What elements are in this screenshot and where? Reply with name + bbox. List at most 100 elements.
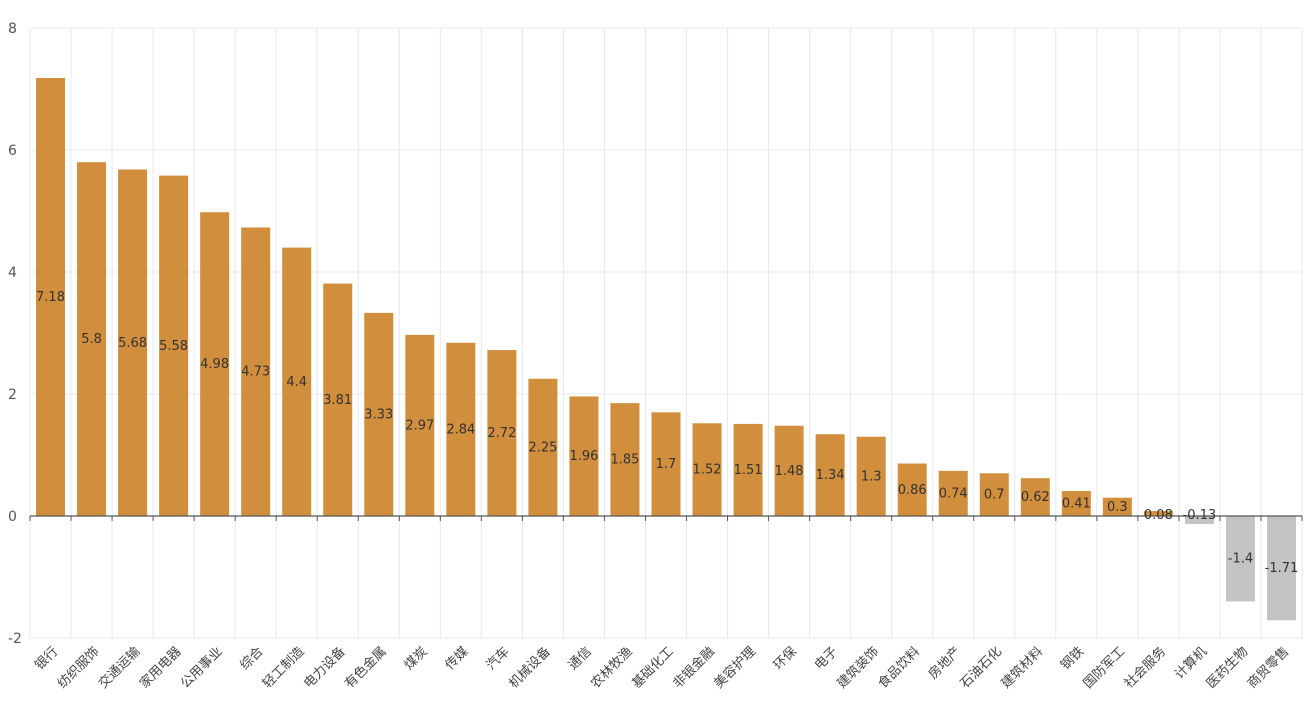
data-label: 0.7 [984,488,1005,503]
bar [856,436,886,516]
bar [36,78,66,517]
x-tick-label: 基础化工 [629,644,676,691]
data-label: 4.4 [286,375,307,390]
x-tick-label: 非银金融 [670,644,718,692]
data-label: 5.68 [118,336,147,351]
x-tick-label: 社会服务 [1121,644,1169,692]
data-label: 1.52 [693,463,722,478]
data-label: 1.48 [775,464,804,479]
x-tick-label: 通信 [566,644,595,673]
x-tick-label: 公用事业 [178,644,225,691]
data-label: 4.73 [241,365,270,380]
bar [528,378,558,516]
x-tick-label: 电子 [812,644,841,673]
bar [979,473,1009,516]
data-label: 1.85 [610,453,639,468]
y-tick-label: 8 [8,21,17,37]
x-tick-label: 商贸零售 [1244,644,1292,692]
bar [897,463,927,516]
data-label: 1.51 [734,463,763,478]
bar [938,470,968,516]
y-tick-label: 0 [8,509,17,525]
bar [610,403,640,516]
bar [1184,516,1214,524]
bar [815,434,845,516]
data-label: -0.13 [1183,508,1217,523]
bar [241,227,271,516]
bar [733,423,763,516]
x-tick-label: 有色金属 [342,644,390,692]
x-tick-label: 房地产 [925,644,964,683]
grid-layer [29,27,1303,639]
y-tick-label: 4 [8,265,17,281]
data-label: 4.98 [200,357,229,372]
data-label: -1.71 [1265,561,1299,576]
x-tick-label: 钢铁 [1058,644,1087,673]
data-label: 3.81 [323,393,352,408]
data-label: 3.33 [364,407,393,422]
data-label: 5.8 [81,332,102,347]
x-tick-label: 综合 [238,644,267,673]
y-tick-label: 6 [8,143,17,159]
bar [282,247,312,516]
data-label: 0.41 [1062,496,1091,511]
data-label: 2.84 [446,422,475,437]
x-tick-label: 农林牧渔 [588,644,635,691]
bar [364,312,394,516]
x-tick-label: 建筑装饰 [834,644,882,692]
bar [774,425,804,516]
x-tick-label: 石油石化 [958,644,1005,691]
data-label: 0.3 [1107,500,1128,515]
y-tick-label: -2 [8,631,22,647]
y-tick-label: 2 [8,387,17,403]
x-tick-label: 食品饮料 [875,644,923,692]
data-label: 7.18 [36,290,65,305]
x-tick-label: 轻工制造 [260,644,307,691]
data-label: -1.4 [1228,552,1253,567]
bar [1102,497,1132,516]
bar [200,212,230,516]
x-tick-label: 交通运输 [95,644,143,692]
bar [1143,511,1173,516]
data-label: 2.97 [405,418,434,433]
data-label: 1.34 [816,468,845,483]
bar [1225,516,1255,602]
x-tick-label: 计算机 [1172,644,1210,682]
bar [446,342,476,516]
data-label: 1.96 [569,449,598,464]
data-label: 2.72 [487,426,516,441]
data-label: 5.58 [159,339,188,354]
bar [1061,490,1091,516]
x-tick-label: 家用电器 [136,644,184,692]
x-tick-label: 美容护理 [711,644,759,692]
data-label: 2.25 [528,440,557,455]
bar [692,423,722,516]
x-tick-label: 国防军工 [1080,644,1128,692]
bar [118,169,148,516]
bar [1020,478,1050,516]
bar [159,175,189,516]
data-label: 0.86 [898,483,927,498]
bar [569,396,599,516]
x-tick-label: 纺织服饰 [55,644,102,691]
bar [487,350,517,516]
x-tick-label: 汽车 [483,644,513,674]
x-tick-label: 环保 [771,644,800,673]
bar [1266,516,1296,621]
x-tick-label: 银行 [32,644,61,673]
x-tick-label: 建筑材料 [998,644,1046,692]
axis-layer: -2 0 2 4 6 8 [8,21,1303,647]
data-label: 0.62 [1021,490,1050,505]
x-tick-label: 电力设备 [300,644,348,692]
bar [323,283,353,516]
data-label: 1.7 [656,457,677,472]
data-label: 0.08 [1144,508,1173,523]
bar [651,412,681,516]
data-label: 1.3 [861,469,882,484]
x-tick-label: 煤炭 [402,644,431,673]
x-tick-label: 医药生物 [1204,644,1251,691]
x-tick-label: 机械设备 [506,644,554,692]
bar-layer [36,78,1296,621]
data-label: 0.74 [939,486,968,501]
